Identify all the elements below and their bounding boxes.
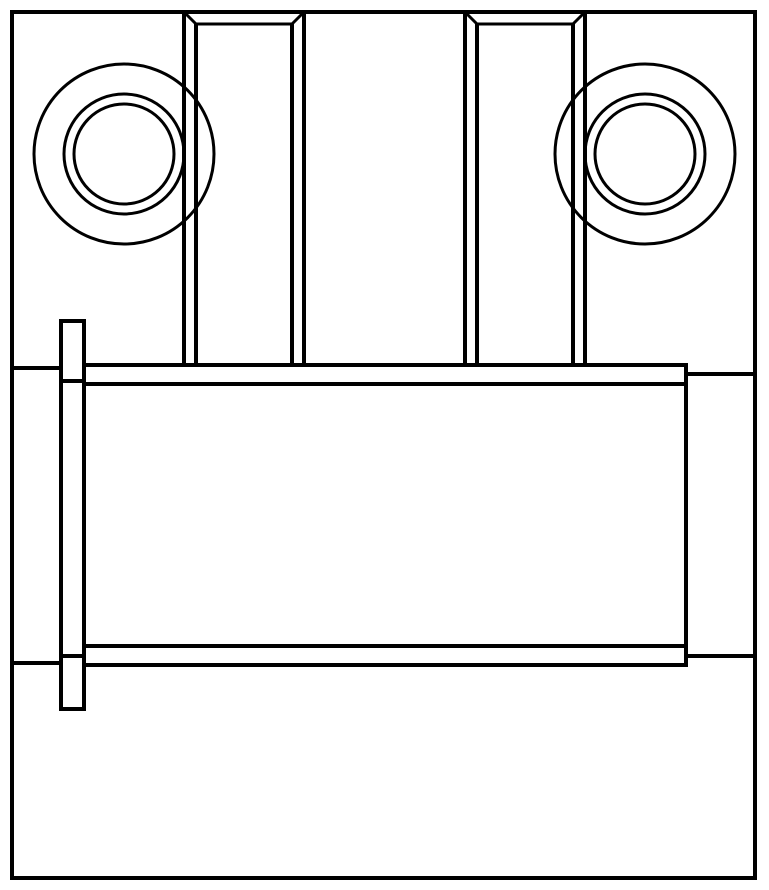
- right-vertical-channel: [463, 10, 587, 367]
- left-ring-fitting: [32, 62, 216, 246]
- right-ring-fitting: [553, 62, 737, 246]
- drawing-strokes: [10, 10, 757, 880]
- end-flange-plate: [59, 319, 86, 711]
- horizontal-cylinder: [82, 363, 688, 667]
- outer-frame: [10, 10, 757, 880]
- left-vertical-channel: [182, 10, 306, 367]
